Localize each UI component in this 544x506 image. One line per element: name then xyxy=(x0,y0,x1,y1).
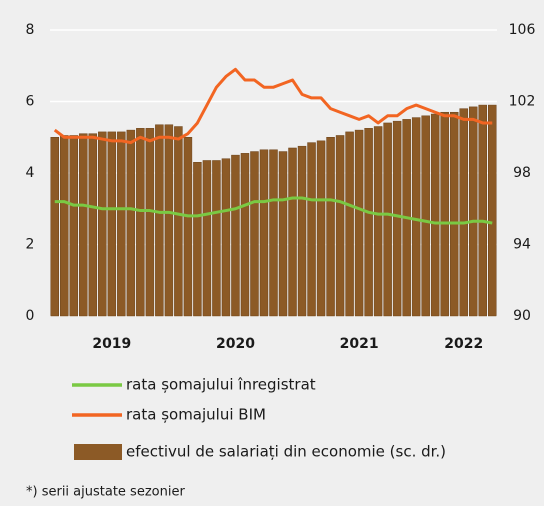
bar xyxy=(69,135,79,317)
legend-label: rata șomajului înregistrat xyxy=(126,376,316,394)
bar xyxy=(221,158,231,317)
bar xyxy=(421,115,430,317)
bar xyxy=(250,151,259,317)
bar xyxy=(430,113,440,317)
bar xyxy=(364,128,373,317)
bar xyxy=(50,137,59,317)
bar xyxy=(88,133,98,317)
y-tick-label: 2 xyxy=(26,237,35,253)
legend-swatch xyxy=(74,444,122,460)
y-tick-label: 6 xyxy=(26,94,35,110)
bar xyxy=(468,106,478,317)
y-tick-label: 0 xyxy=(26,308,35,324)
bar xyxy=(278,151,288,317)
bar xyxy=(155,124,164,317)
bar xyxy=(212,160,221,317)
bar xyxy=(98,131,107,317)
bar xyxy=(164,124,174,317)
footnote: *) serii ajustate sezonier xyxy=(26,485,185,500)
y-tick-label: 8 xyxy=(26,22,35,38)
bar xyxy=(240,153,250,317)
bar xyxy=(288,147,297,317)
bar xyxy=(297,145,307,317)
x-tick-label: 2019 xyxy=(92,336,131,352)
line xyxy=(53,67,493,145)
bar xyxy=(107,131,117,317)
y2-tick-label: 102 xyxy=(509,94,536,110)
bar xyxy=(126,129,136,317)
bar xyxy=(326,137,335,317)
x-tick-label: 2022 xyxy=(444,336,483,352)
bar xyxy=(202,160,212,317)
bar xyxy=(478,104,487,317)
bar xyxy=(183,137,193,317)
line xyxy=(54,196,493,225)
bar xyxy=(79,133,88,317)
bar xyxy=(174,126,183,317)
bar xyxy=(307,142,316,317)
bar xyxy=(316,140,326,317)
bar xyxy=(231,154,240,317)
bar xyxy=(449,111,459,317)
y2-tick-label: 94 xyxy=(513,237,531,253)
bar xyxy=(354,129,364,317)
bar xyxy=(117,131,126,317)
x-tick-label: 2021 xyxy=(340,336,379,352)
bar xyxy=(392,120,402,317)
bar xyxy=(411,117,421,317)
y-tick-label: 4 xyxy=(26,165,35,181)
bar xyxy=(269,149,278,317)
y2-tick-label: 106 xyxy=(509,22,536,38)
legend-label: efectivul de salariați din economie (sc.… xyxy=(126,443,446,461)
bar xyxy=(60,135,69,317)
bar xyxy=(383,122,392,317)
bar xyxy=(459,108,468,317)
y2-tick-label: 90 xyxy=(513,308,531,324)
bar xyxy=(373,126,383,317)
y2-tick-label: 98 xyxy=(513,165,531,181)
bar xyxy=(193,162,202,317)
bar xyxy=(145,128,155,317)
bar xyxy=(488,104,497,317)
bar xyxy=(259,149,269,317)
bar xyxy=(440,111,449,317)
legend-label: rata șomajului BIM xyxy=(126,406,266,424)
x-tick-label: 2020 xyxy=(216,336,255,352)
bar xyxy=(345,131,354,317)
bar xyxy=(136,128,145,317)
bar xyxy=(335,135,345,317)
